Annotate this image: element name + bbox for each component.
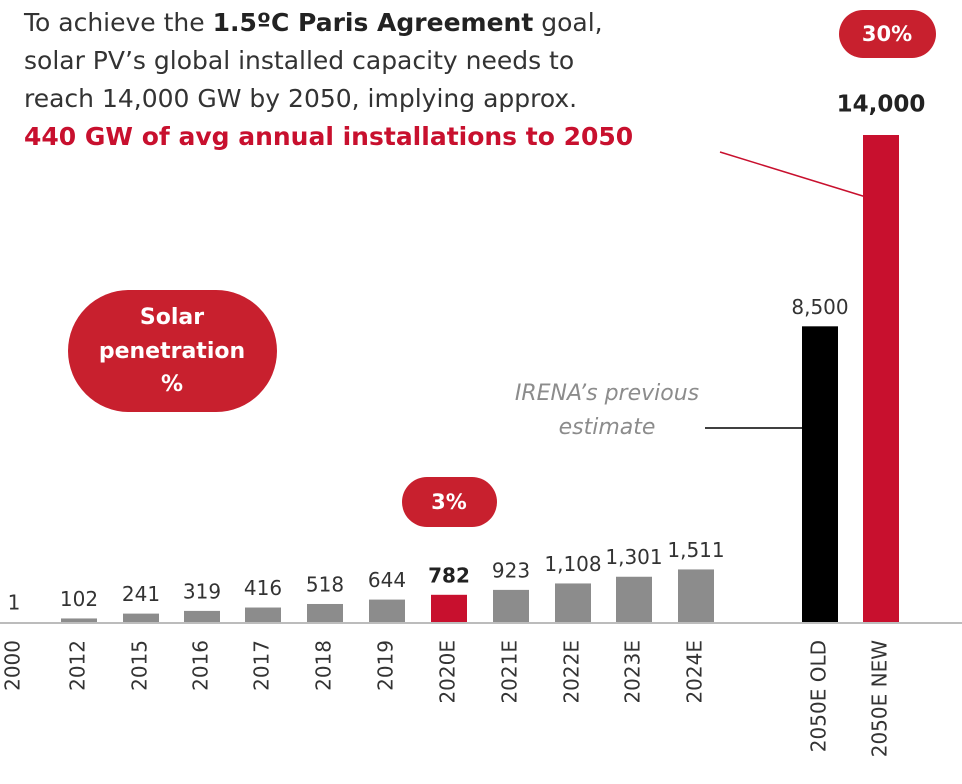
badge-text: Solar [140, 305, 204, 330]
value-label: 8,500 [791, 295, 848, 319]
headline-bold: 1.5ºC Paris Agreement [213, 8, 534, 37]
x-tick-label: 2024E [683, 640, 707, 704]
x-tick-label: 2023E [621, 640, 645, 704]
badge [402, 477, 497, 527]
headline-highlight: 440 GW of avg annual installations to 20… [24, 122, 633, 151]
headline: solar PV’s global installed capacity nee… [24, 46, 574, 75]
value-label: 319 [183, 579, 221, 603]
annotation: estimate [559, 415, 656, 440]
badge [68, 290, 277, 412]
headline-text: goal, [533, 8, 602, 37]
bar [616, 576, 652, 622]
bar [555, 583, 591, 622]
x-tick-label: 2015 [128, 640, 152, 691]
x-tick-label: 2050E NEW [868, 640, 892, 757]
bar [863, 135, 899, 622]
x-tick-label: 2021E [498, 640, 522, 704]
badge-text: penetration [99, 339, 245, 364]
x-tick-label: 2019 [374, 640, 398, 691]
annotation: IRENA’s previous [515, 381, 699, 406]
x-tick-label: 2022E [560, 640, 584, 704]
x-tick-label: 2020E [436, 640, 460, 704]
bar [369, 599, 405, 622]
value-label: 1 [8, 590, 21, 614]
bar [307, 603, 343, 622]
badge-text: 30% [862, 22, 912, 46]
value-label: 1,511 [667, 538, 724, 562]
value-label: 518 [306, 572, 344, 596]
badge-text: % [161, 372, 183, 397]
value-label: 644 [368, 568, 406, 592]
bar [802, 326, 838, 622]
value-label: 241 [122, 582, 160, 606]
bar [678, 569, 714, 622]
badge [839, 10, 936, 58]
headline-text: To achieve the [23, 8, 213, 37]
value-label: 782 [428, 563, 470, 587]
bar [123, 613, 159, 622]
value-label: 14,000 [837, 92, 926, 118]
bar [245, 607, 281, 622]
bar [184, 610, 220, 622]
x-tick-label: 2017 [250, 640, 274, 691]
value-label: 102 [60, 587, 98, 611]
headline: reach 14,000 GW by 2050, implying approx… [24, 84, 577, 113]
value-label: 1,108 [544, 552, 601, 576]
badge-text: 3% [431, 490, 467, 514]
bar [493, 589, 529, 622]
connector [719, 151, 867, 198]
x-tick-label: 2018 [312, 640, 336, 691]
value-label: 923 [492, 558, 530, 582]
x-tick-label: 2050E OLD [807, 640, 831, 752]
value-label: 1,301 [605, 545, 662, 569]
x-tick-label: 2000 [1, 640, 25, 691]
value-label: 416 [244, 576, 282, 600]
x-tick-label: 2016 [189, 640, 213, 691]
headline: To achieve the 1.5ºC Paris Agreement goa… [23, 8, 603, 37]
x-tick-label: 2012 [66, 640, 90, 691]
bar [61, 618, 97, 622]
bar [431, 594, 467, 622]
